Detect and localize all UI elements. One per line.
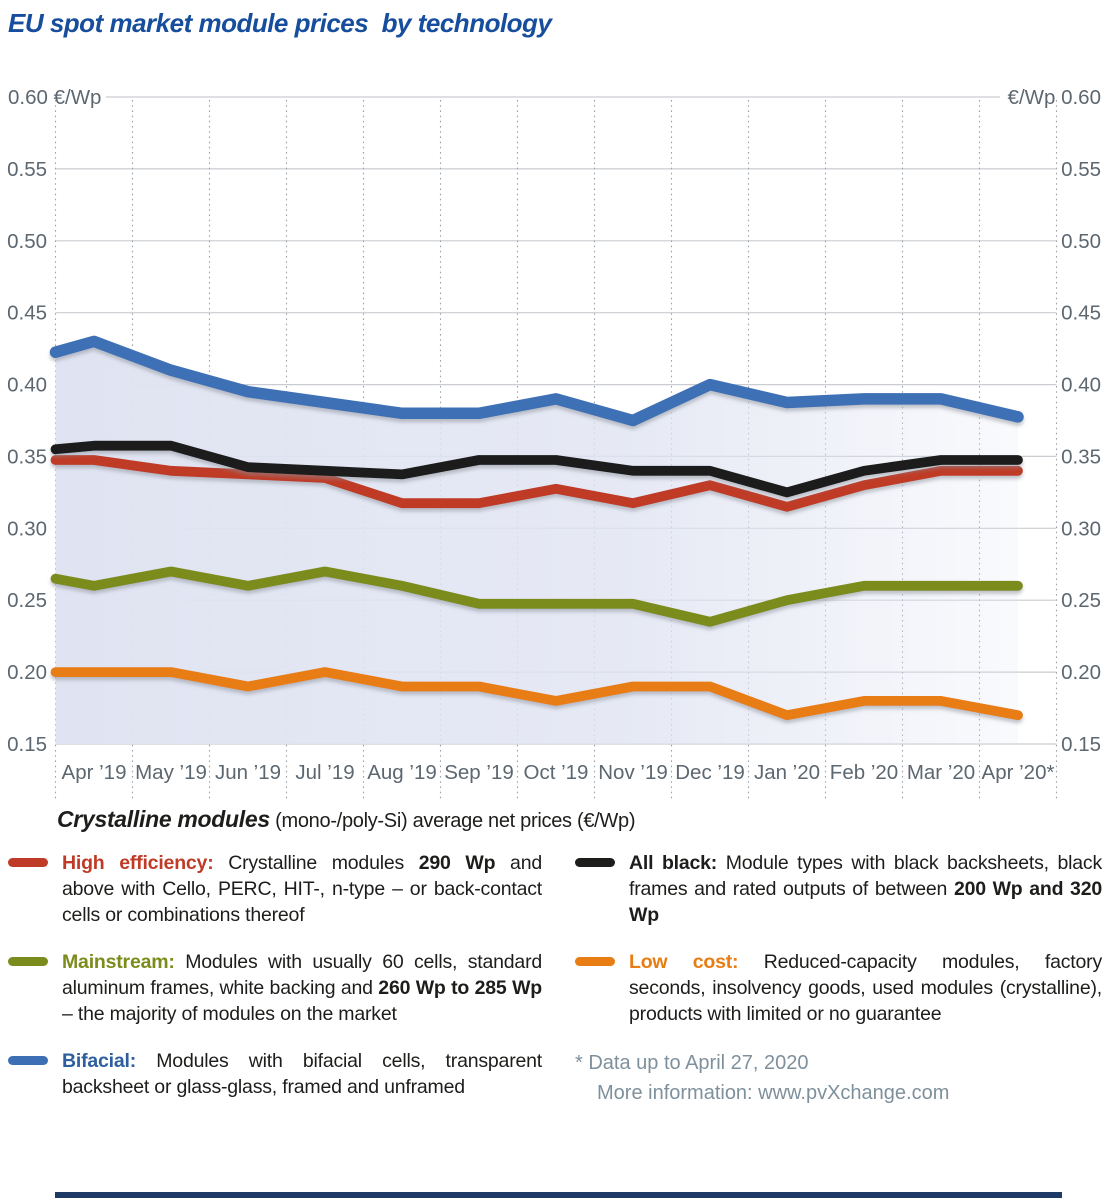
- svg-text:0.15: 0.15: [1061, 733, 1101, 756]
- legend-item-mainstream: Mainstream: Modules with usually 60 cell…: [8, 949, 542, 1027]
- svg-text:0.60 €/Wp: 0.60 €/Wp: [8, 86, 101, 109]
- svg-text:€/Wp 0.60: €/Wp 0.60: [1008, 86, 1101, 109]
- svg-text:Oct ’19: Oct ’19: [524, 761, 589, 784]
- svg-text:0.40: 0.40: [1061, 374, 1101, 397]
- legend-heading: Crystalline modules (mono-/poly-Si) aver…: [57, 806, 1057, 833]
- svg-text:Jan ’20: Jan ’20: [754, 761, 820, 784]
- svg-text:Jun ’19: Jun ’19: [215, 761, 281, 784]
- bifacial-description: Bifacial: Modules with bifacial cells, t…: [62, 1048, 542, 1100]
- low-cost-line-swatch: [575, 957, 615, 966]
- more-information-text: More information: www.pvXchange.com: [597, 1082, 950, 1104]
- high-efficiency-text: and above with Cello, PERC, HIT-, n-type…: [62, 852, 542, 926]
- svg-text:Apr ’19: Apr ’19: [62, 761, 127, 784]
- spacer: [615, 850, 629, 928]
- svg-text:0.35: 0.35: [1061, 445, 1101, 468]
- bifacial-line-swatch: [8, 1056, 48, 1065]
- svg-text:Nov ’19: Nov ’19: [598, 761, 668, 784]
- page-title: EU spot market module prices by technolo…: [8, 8, 552, 38]
- svg-text:0.20: 0.20: [1061, 661, 1101, 684]
- legend-item-bifacial: Bifacial: Modules with bifacial cells, t…: [8, 1048, 542, 1100]
- svg-text:0.30: 0.30: [1061, 517, 1101, 540]
- svg-text:May ’19: May ’19: [135, 761, 207, 784]
- svg-text:Feb ’20: Feb ’20: [830, 761, 898, 784]
- bifacial-area-fill: [55, 341, 1018, 744]
- svg-text:0.40: 0.40: [7, 374, 47, 397]
- svg-text:Dec ’19: Dec ’19: [675, 761, 745, 784]
- svg-text:0.45: 0.45: [1061, 302, 1101, 325]
- footer-bar: [55, 1192, 1062, 1198]
- series-line-mainstream: [50, 566, 1023, 627]
- spacer: [48, 949, 62, 1027]
- legend-item-all-black: All black: Module types with black backs…: [575, 850, 1102, 928]
- svg-text:Mar ’20: Mar ’20: [907, 761, 975, 784]
- legend-item-low-cost: Low cost: Reduced-capacity modules, fact…: [575, 949, 1102, 1027]
- high-efficiency-bold-spec: 290 Wp: [418, 852, 496, 874]
- low-cost-text: Reduced-capacity modules, factory second…: [629, 951, 1103, 1025]
- price-line-chart: 0.60 €/Wp 0.55 0.50 0.45 0.40 0.35 0.30 0.25 0.2…: [7, 86, 1101, 799]
- bifacial-label: Bifacial:: [62, 1050, 157, 1072]
- series-line-all-black: [50, 440, 1023, 498]
- svg-text:Jul ’19: Jul ’19: [295, 761, 354, 784]
- spacer: [615, 949, 629, 1027]
- svg-text:0.30: 0.30: [7, 517, 47, 540]
- all-black-description: All black: Module types with black backs…: [629, 850, 1102, 928]
- high-efficiency-text: Crystalline modules: [228, 852, 419, 874]
- svg-text:0.25: 0.25: [7, 589, 47, 612]
- svg-text:0.25: 0.25: [1061, 589, 1101, 612]
- bifacial-text: Modules with bifacial cells, transparent…: [62, 1050, 543, 1098]
- svg-text:Apr ’20*: Apr ’20*: [982, 761, 1055, 784]
- svg-text:Aug ’19: Aug ’19: [367, 761, 437, 784]
- svg-text:0.50: 0.50: [7, 230, 47, 253]
- svg-text:0.35: 0.35: [7, 445, 47, 468]
- spacer: [48, 1048, 62, 1100]
- legend-item-footnote: * Data up to April 27, 2020 More informat…: [575, 1048, 1102, 1108]
- mainstream-description: Mainstream: Modules with usually 60 cell…: [62, 949, 542, 1027]
- mainstream-label: Mainstream:: [62, 951, 186, 973]
- svg-text:0.50: 0.50: [1061, 230, 1101, 253]
- legend-item-high-efficiency: High efficiency: Crystalline modules 290…: [8, 850, 542, 928]
- svg-text:0.55: 0.55: [1061, 158, 1101, 181]
- low-cost-description: Low cost: Reduced-capacity modules, fact…: [629, 949, 1102, 1027]
- low-cost-label: Low cost:: [629, 951, 764, 973]
- mainstream-text: – the majority of modules on the market: [62, 1003, 397, 1025]
- y-axis-labels-right: €/Wp 0.60 0.55 0.50 0.45 0.40 0.35 0.30 0.25 0.2…: [1008, 86, 1101, 756]
- series-line-low-cost: [50, 667, 1023, 721]
- mainstream-bold-spec: 260 Wp to 285 Wp: [378, 977, 542, 999]
- all-black-bold-spec: 200 Wp and 320 Wp: [629, 878, 1102, 926]
- high-efficiency-line-swatch: [8, 858, 48, 867]
- all-black-line-swatch: [575, 858, 615, 867]
- all-black-text: Module types with black backsheets, blac…: [629, 852, 1102, 900]
- series-line-bifacial: [49, 335, 1024, 427]
- legend-heading-rest: (mono-/poly-Si) average net prices (€/Wp…: [269, 810, 636, 832]
- spacer: [48, 850, 62, 928]
- svg-text:0.45: 0.45: [7, 302, 47, 325]
- data-cutoff-note: * Data up to April 27, 2020: [575, 1052, 809, 1074]
- legend-column-right: All black: Module types with black backs…: [575, 850, 1102, 1129]
- x-axis-labels: Apr ’19 May ’19 Jun ’19 Jul ’19 Aug ’19 Sep ’…: [62, 761, 1055, 784]
- y-axis-labels-left: 0.60 €/Wp 0.55 0.50 0.45 0.40 0.35 0.30 0.25 0.2…: [7, 86, 101, 756]
- series-line-high-efficiency: [50, 455, 1023, 512]
- mainstream-text: Modules with usually 60 cells, standard …: [62, 951, 543, 999]
- high-efficiency-description: High efficiency: Crystalline modules 290…: [62, 850, 542, 928]
- legend-heading-bold: Crystalline modules: [57, 806, 270, 832]
- svg-text:0.15: 0.15: [7, 733, 47, 756]
- legend-column-left: High efficiency: Crystalline modules 290…: [8, 850, 542, 1121]
- all-black-label: All black:: [629, 852, 726, 874]
- chart-footnote: * Data up to April 27, 2020 More informat…: [575, 1048, 949, 1108]
- svg-text:0.55: 0.55: [7, 158, 47, 181]
- svg-text:Sep ’19: Sep ’19: [444, 761, 514, 784]
- mainstream-line-swatch: [8, 957, 48, 966]
- svg-text:0.20: 0.20: [7, 661, 47, 684]
- high-efficiency-label: High efficiency:: [62, 852, 229, 874]
